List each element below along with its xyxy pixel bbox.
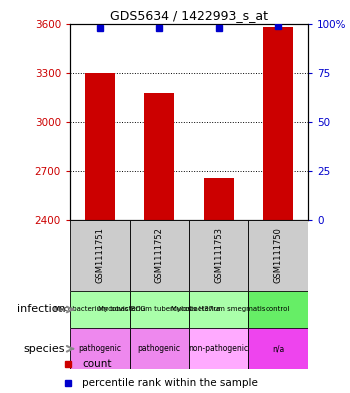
Bar (144, 93, 174, 220)
Bar (85, 73, 115, 220)
Text: control: control (266, 307, 290, 312)
Text: Mycobacterium bovis BCG: Mycobacterium bovis BCG (54, 307, 146, 312)
Bar (263, 27, 293, 220)
Title: GDS5634 / 1422993_s_at: GDS5634 / 1422993_s_at (110, 9, 268, 22)
Text: percentile rank within the sample: percentile rank within the sample (82, 378, 258, 388)
Bar (189, 220, 248, 291)
Bar (130, 220, 189, 291)
Text: pathogenic: pathogenic (78, 344, 121, 353)
Bar (130, 328, 189, 369)
Text: GSM1111751: GSM1111751 (95, 228, 104, 283)
Text: pathogenic: pathogenic (138, 344, 181, 353)
Bar (130, 291, 189, 328)
Bar (189, 328, 248, 369)
Text: GSM1111752: GSM1111752 (155, 228, 164, 283)
Text: Mycobacterium tuberculosis H37ra: Mycobacterium tuberculosis H37ra (98, 307, 220, 312)
Bar (248, 220, 308, 291)
Text: count: count (82, 358, 112, 369)
Text: infection: infection (16, 305, 65, 314)
Bar (70, 328, 130, 369)
Bar (70, 220, 130, 291)
Text: Mycobacterium smegmatis: Mycobacterium smegmatis (172, 307, 266, 312)
Bar (189, 291, 248, 328)
Bar (248, 328, 308, 369)
Text: species: species (24, 344, 65, 354)
Text: GSM1111750: GSM1111750 (274, 228, 283, 283)
Text: GSM1111753: GSM1111753 (214, 228, 223, 283)
Bar (204, 178, 233, 220)
Text: non-pathogenic: non-pathogenic (189, 344, 249, 353)
Bar (248, 291, 308, 328)
Text: n/a: n/a (272, 344, 284, 353)
Bar (70, 291, 130, 328)
